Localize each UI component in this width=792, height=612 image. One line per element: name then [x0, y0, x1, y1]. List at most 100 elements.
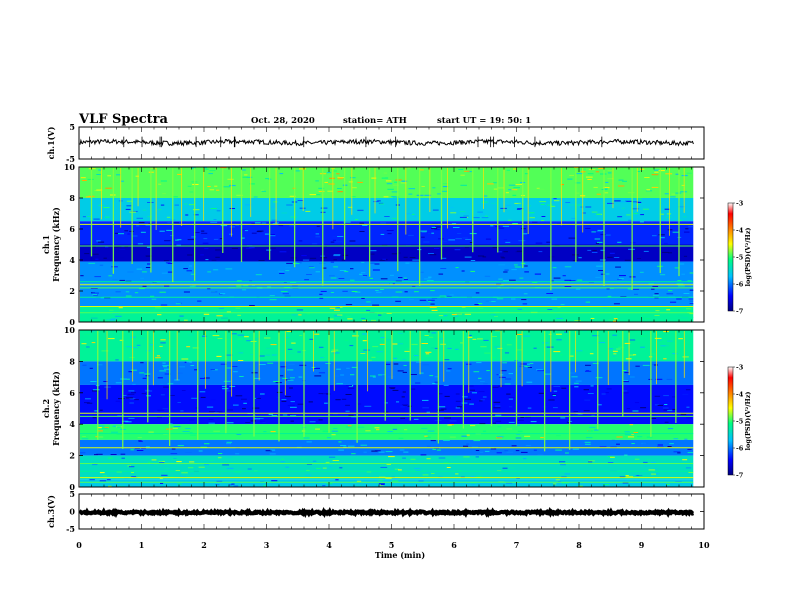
ch1-spec-speckle — [105, 187, 112, 189]
ch1-spec-speckle — [283, 281, 287, 283]
ch1-spec-speckle — [309, 267, 315, 269]
ch2-spec-speckle — [129, 357, 135, 358]
ch1-spec-speckle — [140, 277, 145, 279]
ch2-spec-speckle — [99, 480, 107, 482]
x-tick-2: 2 — [201, 540, 207, 550]
ch2-spec-speckle — [326, 393, 331, 395]
ch2-spec-speckle — [426, 436, 431, 438]
ch2-spec-speckle — [223, 380, 231, 382]
ch2-spec-speckle — [111, 431, 118, 433]
ch1-spec-speckle — [614, 200, 621, 202]
ch2-spec-speckle — [378, 451, 385, 453]
ch2-spec-speckle — [687, 452, 693, 454]
ch1-spec-speckle — [419, 169, 424, 171]
ch2-spec-speckle — [378, 483, 385, 485]
ch1-spec-speckle — [205, 259, 209, 261]
ch1-spec-speckle — [450, 207, 454, 208]
ch2-spec-speckle — [386, 339, 392, 341]
ch1-spec-speckle — [213, 269, 219, 271]
ch1-spec-speckle — [111, 266, 118, 268]
ch2-spec-speckle — [245, 422, 251, 423]
ch2-spec-speckle — [428, 336, 434, 338]
ch2-spec-speckle — [480, 346, 487, 348]
ch2-spec-speckle — [104, 427, 109, 429]
ch1-spec-speckle — [676, 298, 682, 300]
ch1-spec-speckle — [613, 205, 621, 207]
ch2-spec-speckle — [629, 354, 634, 356]
ch2-spec-speckle — [541, 410, 546, 412]
ch2-spec-speckle — [210, 369, 215, 371]
ch1-spec-speckle — [216, 189, 220, 191]
ch2-spec-speckle — [473, 371, 480, 373]
ch1-spec-speckle — [687, 280, 692, 282]
ch2-spec-speckle — [336, 368, 341, 370]
ch2-spec-speckle — [466, 443, 470, 445]
ch2-spec-speckle — [548, 333, 552, 335]
ch2-spec-speckle — [351, 448, 357, 450]
ch2-spec-speckle — [101, 350, 109, 352]
ch1-spec-speckle — [506, 169, 511, 171]
ch1-spec-speckle — [613, 318, 618, 320]
ch2-spec-speckle — [181, 358, 189, 360]
ch1-spec-speckle — [286, 262, 293, 264]
ch1-spec-speckle — [337, 176, 345, 178]
ch1-spec-speckle — [361, 297, 365, 299]
ch1-spec-speckle — [652, 285, 659, 287]
ch1-spec-speckle — [488, 301, 496, 302]
ch1-spec-speckle — [84, 253, 90, 255]
ch1-spec-speckle — [421, 236, 425, 238]
ch1-spec-speckle — [261, 189, 265, 191]
ch1-spec-speckle — [242, 176, 248, 178]
ch2-spec-speckle — [345, 394, 352, 395]
ch1-spec-speckle — [159, 291, 166, 293]
ch1-spec-speckle — [209, 189, 215, 191]
ch1-spec-speckle — [334, 315, 341, 317]
ch2-spec-speckle — [341, 460, 346, 462]
ch1-spec-speckle — [126, 200, 133, 202]
ch1-spec-speckle — [150, 168, 157, 169]
ch2-spec-speckle — [467, 336, 473, 338]
ch2-spec-speckle — [497, 436, 504, 438]
ch1-spec-speckle — [639, 271, 644, 273]
x-tick-10: 10 — [698, 540, 710, 550]
ch2-spec-speckle — [477, 338, 483, 340]
ch3-waveform-ylabel: ch.3(V) — [46, 495, 56, 528]
cb2-tick--5: -5 — [736, 418, 744, 426]
ch1-spec-speckle — [639, 168, 645, 170]
ch1-spec-speckle — [436, 311, 444, 312]
ch2-spec-speckle — [151, 459, 157, 461]
ch2-spec-speckle — [438, 406, 446, 408]
ch1-spec-speckle — [614, 257, 620, 258]
ch2-spec-speckle — [231, 436, 237, 438]
ch1-spec-speckle — [628, 219, 632, 221]
ch1-spec-speckle — [503, 271, 508, 273]
ch2-spec-band-2 — [80, 384, 694, 425]
ch1-spec-speckle — [411, 213, 415, 215]
ch1-spec-speckle — [515, 251, 522, 253]
ch1-spec-speckle — [386, 230, 390, 232]
ch1-spec-speckle — [286, 204, 293, 206]
ch2-spec-speckle — [171, 458, 178, 460]
ch2-spec-speckle — [322, 485, 326, 487]
ch2-spec-speckle — [448, 339, 454, 340]
ch2-spec-speckle — [141, 447, 146, 449]
ch2-spec-speckle — [124, 378, 130, 380]
ch1-spec-speckle — [342, 290, 348, 292]
ch2-spec-speckle — [225, 354, 233, 356]
ch1-spec-speckle — [236, 194, 243, 196]
ch2-spec-speckle — [667, 446, 672, 447]
ch1-spec-speckle — [529, 217, 535, 219]
ch1-spec-speckle — [120, 180, 124, 182]
ch2-spec-speckle — [440, 343, 446, 345]
ch1-spec-speckle — [636, 201, 642, 203]
ch1-spec-speckle — [515, 184, 523, 185]
ch2-spec-speckle — [584, 399, 591, 401]
ch2-spec-speckle — [128, 390, 135, 392]
ch2-spec-speckle — [573, 411, 579, 412]
ch2-spec-speckle — [163, 433, 168, 435]
ch1-spec-speckle — [319, 293, 323, 295]
ch1-spec-speckle — [329, 275, 335, 277]
ch1-spec-speckle — [518, 203, 525, 205]
ch2-spec-speckle — [635, 475, 643, 476]
ch2-spec-speckle — [159, 477, 163, 479]
